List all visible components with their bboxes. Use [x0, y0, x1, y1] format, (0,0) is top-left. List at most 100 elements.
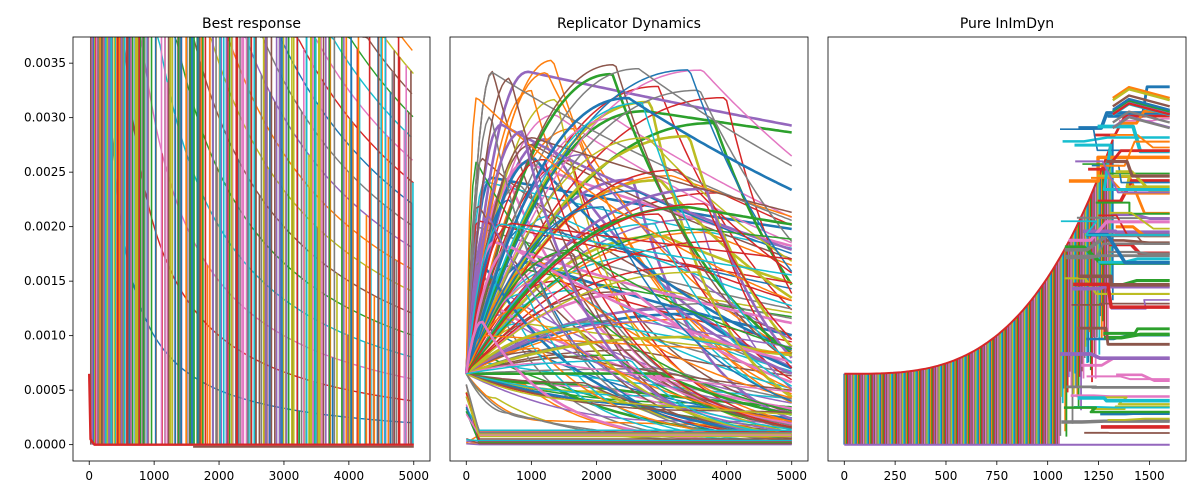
chart-title: Best response: [202, 16, 301, 32]
y-tick-label: 0.0015: [24, 274, 66, 288]
y-tick-label: 0.0030: [24, 111, 66, 125]
step-line: [1115, 170, 1170, 193]
axes-frame: [827, 36, 1187, 462]
x-tick-label: 1250: [1083, 469, 1114, 483]
trajectory-line: [466, 362, 792, 393]
x-tick-label: 5000: [776, 469, 807, 483]
step-line: [1075, 160, 1170, 194]
plot-lines: [88, 37, 415, 448]
trajectory-line: [465, 72, 793, 375]
trajectory-line: [465, 203, 793, 375]
step-line: [1107, 417, 1170, 421]
step-line: [1066, 385, 1170, 389]
trajectory-line: [465, 102, 793, 375]
x-tick-label: 1000: [139, 469, 170, 483]
panel-pure-inimdyn: 0 250 500 750 1000 1250 1500 Pure InImDyn: [827, 16, 1187, 483]
trajectory-line: [465, 373, 792, 423]
trajectory-line: [465, 350, 792, 392]
y-tick-label: 0.0005: [24, 383, 66, 397]
trajectory-line: [466, 438, 792, 442]
x-tick-label: 2000: [204, 469, 235, 483]
trajectory-line: [465, 262, 792, 399]
step-line: [1068, 220, 1170, 242]
x-tick-label: 0: [85, 469, 93, 483]
trajectory-line: [465, 72, 793, 374]
trajectory-line: [465, 271, 793, 397]
step-line: [1077, 396, 1170, 403]
plot-lines: [843, 85, 1171, 446]
x-tick-label: 2000: [581, 469, 612, 483]
step-line: [1112, 97, 1171, 112]
step-line: [1112, 102, 1171, 116]
step-line: [1099, 140, 1170, 167]
x-axis-ticks: 0 1000 2000 3000 4000 5000: [85, 461, 429, 483]
decay-curve: [362, 37, 413, 95]
trajectory-line: [465, 396, 792, 438]
step-line: [1063, 406, 1170, 414]
trajectory-line: [465, 114, 793, 374]
trajectory-line: [465, 205, 792, 375]
step-line: [1116, 373, 1170, 383]
x-tick-label: 750: [985, 469, 1008, 483]
step-line: [1097, 179, 1170, 204]
trajectory-line: [465, 158, 792, 428]
trajectory-line: [466, 443, 792, 446]
axes-frame: [72, 36, 431, 462]
trajectory-line: [465, 63, 793, 374]
trajectory-line: [465, 265, 792, 375]
panel-best-response: 0 1000 2000 3000 4000 5000 0.0000 0.0005 0.0010…: [24, 16, 431, 483]
trajectory-line: [465, 267, 792, 375]
trajectory-line: [465, 68, 793, 374]
y-axis-ticks: 0.0000 0.0005 0.0010 0.0015 0.0020 0.0025 0.00…: [24, 56, 73, 452]
trajectory-line: [465, 246, 793, 375]
trajectory-line: [465, 135, 793, 375]
envelope-line: [844, 139, 1114, 375]
y-tick-label: 0.0035: [24, 56, 66, 70]
trajectory-line: [465, 137, 793, 375]
step-line: [1071, 302, 1170, 306]
y-tick-label: 0.0000: [24, 438, 66, 452]
trajectory-line: [465, 373, 792, 416]
trajectory-line: [465, 69, 793, 375]
step-line: [1103, 332, 1170, 340]
step-line: [1072, 284, 1170, 291]
x-tick-label: 1500: [1134, 469, 1165, 483]
y-tick-label: 0.0010: [24, 329, 66, 343]
step-line: [1097, 174, 1170, 189]
step-line: [1082, 163, 1170, 175]
step-line: [1112, 116, 1171, 130]
trajectory-line: [465, 206, 792, 402]
trajectory-line: [465, 77, 792, 429]
step-line: [1112, 213, 1170, 220]
trajectory-line: [465, 157, 793, 374]
step-line: [1098, 257, 1170, 264]
panel-replicator-dynamics: 0 1000 2000 3000 4000 5000 Replicator Dynamic…: [449, 16, 809, 483]
trajectory-line: [465, 215, 792, 433]
x-tick-label: 3000: [269, 469, 300, 483]
trajectory-line: [465, 384, 792, 434]
x-tick-label: 4000: [711, 469, 742, 483]
x-tick-label: 4000: [334, 469, 365, 483]
floor-line: [88, 373, 414, 446]
x-axis-ticks: 0 250 500 750 1000 1250 1500: [840, 461, 1165, 483]
trajectory-line: [465, 228, 792, 375]
x-tick-label: 3000: [646, 469, 677, 483]
plot-lines: [465, 59, 793, 446]
chart-title: Pure InImDyn: [960, 16, 1054, 32]
y-tick-label: 0.0025: [24, 165, 66, 179]
x-axis-ticks: 0 1000 2000 3000 4000 5000: [462, 461, 807, 483]
axes-frame: [449, 36, 809, 462]
x-tick-label: 500: [935, 469, 958, 483]
step-line: [1074, 143, 1170, 191]
trajectory-line: [465, 241, 792, 374]
trajectory-line: [466, 373, 792, 430]
x-tick-label: 0: [462, 469, 470, 483]
step-line: [1073, 282, 1170, 309]
trajectory-line: [465, 143, 792, 374]
trajectory-line: [465, 89, 792, 423]
trajectory-line: [465, 159, 792, 427]
step-line: [1106, 159, 1170, 178]
step-line: [1060, 352, 1170, 361]
step-line: [1061, 419, 1170, 424]
